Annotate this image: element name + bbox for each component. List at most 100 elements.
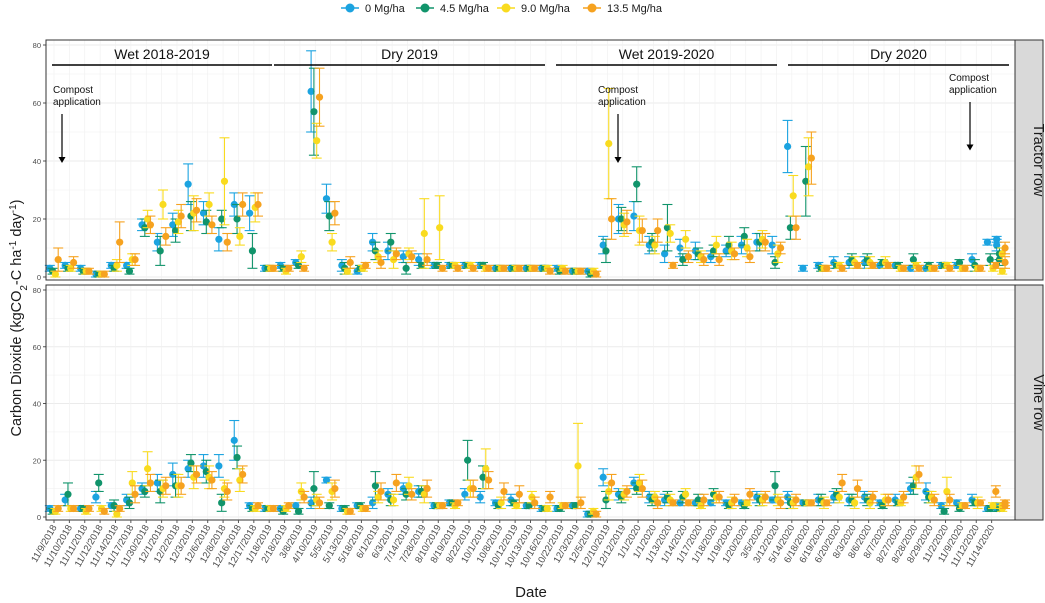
- data-point: [599, 473, 607, 481]
- legend-entry: 13.5 Mg/ha: [583, 3, 663, 15]
- data-point: [402, 264, 410, 272]
- annotation-text: Compost application: [949, 73, 997, 96]
- data-point: [1001, 258, 1009, 267]
- data-point: [599, 241, 607, 249]
- data-point: [239, 200, 247, 209]
- panel-vine-row: 0 20 40 60 80 Vine row: [33, 284, 1045, 522]
- data-point: [684, 499, 693, 507]
- data-point: [162, 482, 170, 490]
- data-point: [571, 502, 579, 510]
- data-point: [993, 241, 1001, 249]
- data-point: [85, 504, 93, 513]
- data-point: [484, 476, 493, 484]
- data-point: [906, 264, 915, 272]
- data-point: [722, 247, 730, 255]
- y-tick-label: 20: [33, 456, 41, 465]
- data-point: [479, 473, 487, 481]
- data-point: [682, 235, 690, 243]
- data-point: [802, 177, 810, 185]
- data-point: [792, 224, 800, 232]
- data-point: [110, 502, 118, 510]
- data-point: [392, 250, 400, 258]
- data-point: [408, 490, 416, 498]
- data-point: [387, 238, 395, 246]
- data-point: [218, 499, 226, 507]
- data-point: [525, 502, 533, 510]
- data-point: [953, 499, 961, 507]
- data-point: [399, 253, 407, 261]
- data-point: [423, 256, 431, 264]
- period-label: Wet 2019-2020: [619, 46, 715, 62]
- data-point: [322, 195, 331, 203]
- svg-text:Carbon Dioxide (kgCO2-C ha-1 d: Carbon Dioxide (kgCO2-C ha-1 day-1): [8, 200, 30, 437]
- data-point: [420, 490, 428, 498]
- annotation-arrowhead: [614, 157, 622, 163]
- data-point: [113, 261, 121, 269]
- data-point: [700, 256, 708, 264]
- y-tick-label: 40: [33, 157, 41, 166]
- data-point: [940, 507, 948, 515]
- data-point: [623, 487, 631, 496]
- data-point: [294, 507, 303, 515]
- data-point: [417, 261, 426, 269]
- data-point: [315, 499, 324, 507]
- period-marker: Wet 2019-2020: [556, 46, 777, 66]
- data-point: [989, 502, 997, 510]
- y-tick-label: 0: [37, 273, 41, 282]
- data-point: [131, 256, 139, 264]
- data-point: [869, 261, 877, 269]
- data-point: [777, 499, 785, 507]
- data-point: [223, 487, 231, 496]
- data-point: [325, 212, 333, 220]
- data-point: [171, 227, 180, 235]
- data-point: [423, 485, 431, 493]
- y-tick-label: 60: [33, 343, 41, 352]
- data-point: [315, 93, 324, 101]
- data-point: [469, 264, 477, 272]
- data-point: [986, 256, 994, 264]
- data-point: [607, 215, 616, 223]
- data-point: [961, 502, 969, 510]
- data-point: [392, 479, 400, 487]
- data-point: [909, 482, 917, 490]
- data-point: [51, 270, 60, 278]
- data-point: [307, 87, 315, 95]
- data-point: [992, 487, 1000, 496]
- data-point: [592, 270, 600, 278]
- legend-label: 4.5 Mg/ha: [440, 3, 490, 15]
- data-point: [633, 180, 641, 188]
- period-label: Wet 2018-2019: [114, 46, 210, 62]
- data-point: [786, 224, 795, 232]
- data-point: [199, 209, 208, 217]
- data-point: [310, 108, 318, 116]
- data-point: [694, 496, 702, 504]
- data-point: [515, 490, 523, 498]
- data-point: [654, 499, 662, 507]
- data-point: [851, 499, 859, 507]
- data-point: [955, 258, 964, 267]
- data-point: [177, 212, 185, 220]
- data-point: [869, 493, 877, 501]
- data-point: [346, 258, 354, 267]
- data-point: [707, 499, 715, 507]
- data-point: [784, 142, 792, 151]
- data-point: [300, 264, 308, 272]
- data-point: [930, 264, 938, 272]
- data-point: [746, 490, 754, 498]
- data-point: [561, 267, 570, 275]
- legend-label: 9.0 Mg/ha: [521, 3, 571, 15]
- data-point: [577, 499, 585, 507]
- legend: 0 Mg/ha 4.5 Mg/ha 9.0 Mg/ha 13.5 Mg/ha: [341, 3, 663, 15]
- data-point: [61, 496, 69, 504]
- data-point: [469, 485, 477, 493]
- data-point: [415, 256, 423, 264]
- data-point: [561, 502, 570, 510]
- data-point: [269, 504, 277, 513]
- data-point: [946, 496, 954, 504]
- data-point: [377, 487, 385, 496]
- data-point: [374, 493, 382, 501]
- data-point: [743, 244, 751, 252]
- data-point: [331, 485, 339, 493]
- data-point: [230, 436, 238, 444]
- data-point: [700, 496, 708, 504]
